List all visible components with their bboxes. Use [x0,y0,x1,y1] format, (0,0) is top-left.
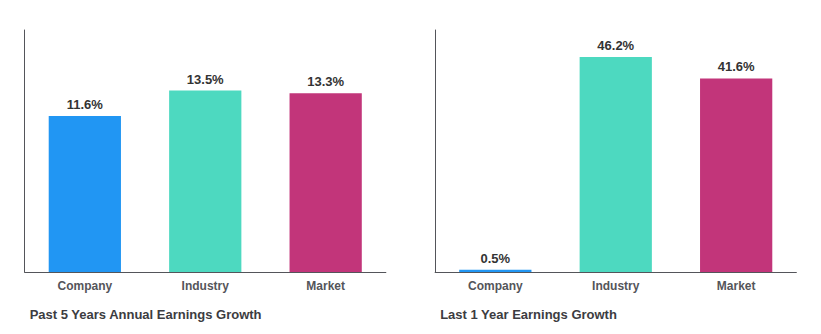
svg-text:Industry: Industry [182,279,230,293]
svg-text:Market: Market [717,279,756,293]
svg-text:13.3%: 13.3% [307,74,344,89]
svg-text:13.5%: 13.5% [187,72,224,87]
svg-text:Last 1 Year Earnings Growth: Last 1 Year Earnings Growth [440,307,617,322]
svg-text:0.5%: 0.5% [481,251,511,266]
svg-text:Company: Company [468,279,523,293]
svg-text:Past 5 Years Annual Earnings G: Past 5 Years Annual Earnings Growth [30,307,262,322]
svg-text:Industry: Industry [592,279,640,293]
svg-text:46.2%: 46.2% [597,38,634,53]
svg-text:11.6%: 11.6% [67,97,104,112]
svg-text:41.6%: 41.6% [718,59,755,74]
svg-text:Market: Market [306,279,345,293]
svg-text:Company: Company [57,279,112,293]
